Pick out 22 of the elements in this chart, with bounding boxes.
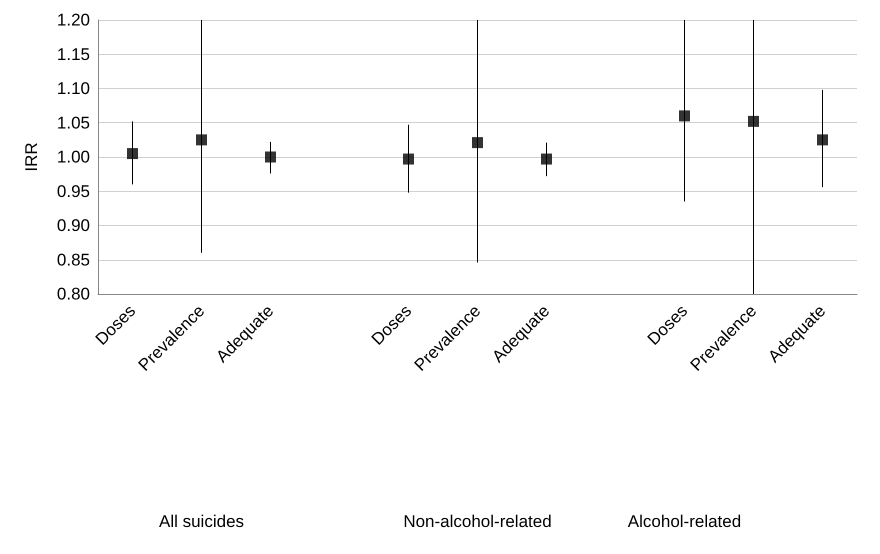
- point: [541, 154, 552, 165]
- y-tick-label: 0.90: [56, 216, 90, 235]
- y-tick-label: 1.20: [56, 10, 90, 30]
- point: [472, 137, 483, 148]
- y-axis-title: IRR: [22, 142, 41, 172]
- y-tick-label: 1.10: [56, 79, 90, 98]
- point: [196, 134, 207, 146]
- y-tick-label: 0.95: [56, 182, 90, 201]
- point: [748, 116, 759, 127]
- point: [265, 152, 276, 162]
- y-tick-label: 0.80: [56, 284, 90, 304]
- point: [403, 154, 414, 165]
- point: [817, 134, 828, 146]
- text: Alcohol-related: [628, 512, 742, 531]
- text: Non-alcohol-related: [403, 512, 552, 531]
- point: [127, 148, 138, 160]
- y-tick-label: 1.00: [56, 148, 90, 166]
- point: [679, 110, 690, 122]
- y-tick-label: 1.05: [56, 113, 90, 132]
- y-tick-label: 1.15: [56, 44, 90, 64]
- y-tick-label: 0.85: [56, 250, 90, 270]
- text: All suicides: [158, 512, 244, 531]
